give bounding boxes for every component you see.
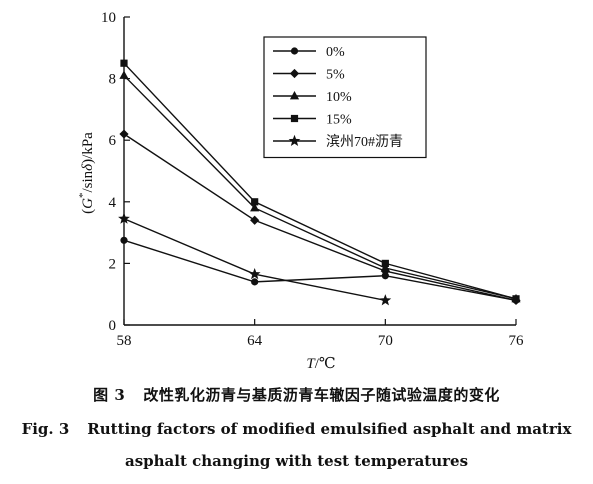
legend: 0% 5% 10% 15% 滨州70#沥青 <box>263 36 427 159</box>
x-tick-label: 76 <box>509 333 525 349</box>
legend-label: 15% <box>326 113 352 128</box>
y-tick-label: 4 <box>109 195 117 211</box>
data-point <box>379 294 392 306</box>
x-axis-title: T/℃ <box>306 356 335 372</box>
legend-label: 10% <box>326 90 352 105</box>
legend-marker <box>290 114 299 123</box>
data-point <box>248 267 261 280</box>
y-tick-label: 10 <box>101 10 116 26</box>
series-5 <box>118 212 392 306</box>
y-axis-title-open: ( <box>80 209 96 214</box>
data-point <box>119 129 129 139</box>
y-tick-label: 6 <box>109 133 117 149</box>
caption-en-line2: asphalt changing with test temperatures <box>124 452 469 470</box>
series-line <box>123 133 517 302</box>
legend-marker <box>290 47 299 55</box>
data-point <box>381 259 389 267</box>
x-axis-title-unit: /℃ <box>315 356 336 372</box>
legend-box <box>263 36 427 159</box>
axes: 58 64 70 76 0 2 4 6 8 10 <box>101 10 524 349</box>
y-tick-label: 2 <box>109 256 117 272</box>
series-line <box>123 62 517 300</box>
x-tick-label: 70 <box>378 333 393 349</box>
series-line <box>123 218 386 302</box>
data-point <box>250 202 260 212</box>
y-axis-title-unit: )/kPa <box>80 132 96 164</box>
caption-en-line1: Rutting factors of modified emulsified a… <box>87 420 572 438</box>
data-point <box>381 272 389 280</box>
x-tick-label: 58 <box>117 333 132 349</box>
y-tick-label: 0 <box>109 318 117 334</box>
series-line <box>123 239 517 302</box>
figure-caption-english-line2: asphalt changing with test temperatures <box>0 452 593 470</box>
x-axis-title-var: T <box>306 356 316 372</box>
legend-marker <box>289 68 300 79</box>
x-tick-label: 64 <box>247 333 263 349</box>
legend-label: 滨州70#沥青 <box>326 134 403 150</box>
legend-marker <box>289 91 300 100</box>
y-axis-title-g: G <box>80 198 96 209</box>
y-axis-title-sin: /sin <box>80 170 96 192</box>
y-axis-title-delta: δ <box>80 163 96 171</box>
figure-caption-english-line1: Fig. 3 Rutting factors of modified emulsi… <box>0 420 593 438</box>
data-point <box>251 198 259 206</box>
series-line <box>123 75 517 300</box>
data-point <box>119 70 129 79</box>
legend-marker <box>288 134 301 147</box>
series-4 <box>120 59 520 303</box>
caption-cn-text: 改性乳化沥青与基质沥青车辙因子随试验温度的变化 <box>143 386 500 404</box>
legend-label: 0% <box>326 45 345 60</box>
data-point <box>120 236 128 244</box>
figure-caption-chinese: 图 3 改性乳化沥青与基质沥青车辙因子随试验温度的变化 <box>0 384 593 405</box>
y-axis-title: (G*/sinδ)/kPa <box>77 132 96 214</box>
data-point <box>512 295 520 303</box>
series-layer <box>118 59 521 306</box>
data-point <box>251 278 259 286</box>
rutting-factor-chart: 58 64 70 76 0 2 4 6 8 10 0% 5% 10% 15% 滨州70#沥青 T/℃ (G… <box>77 10 524 372</box>
caption-en-label: Fig. 3 <box>21 420 70 438</box>
data-point <box>250 215 260 225</box>
series-1 <box>120 236 520 304</box>
data-point <box>380 263 390 272</box>
caption-cn-label: 图 3 <box>93 386 126 404</box>
data-point <box>120 59 128 67</box>
legend-label: 5% <box>326 68 345 83</box>
y-tick-label: 8 <box>109 72 117 88</box>
y-axis-title-sup: * <box>77 193 89 199</box>
data-point <box>118 212 130 224</box>
